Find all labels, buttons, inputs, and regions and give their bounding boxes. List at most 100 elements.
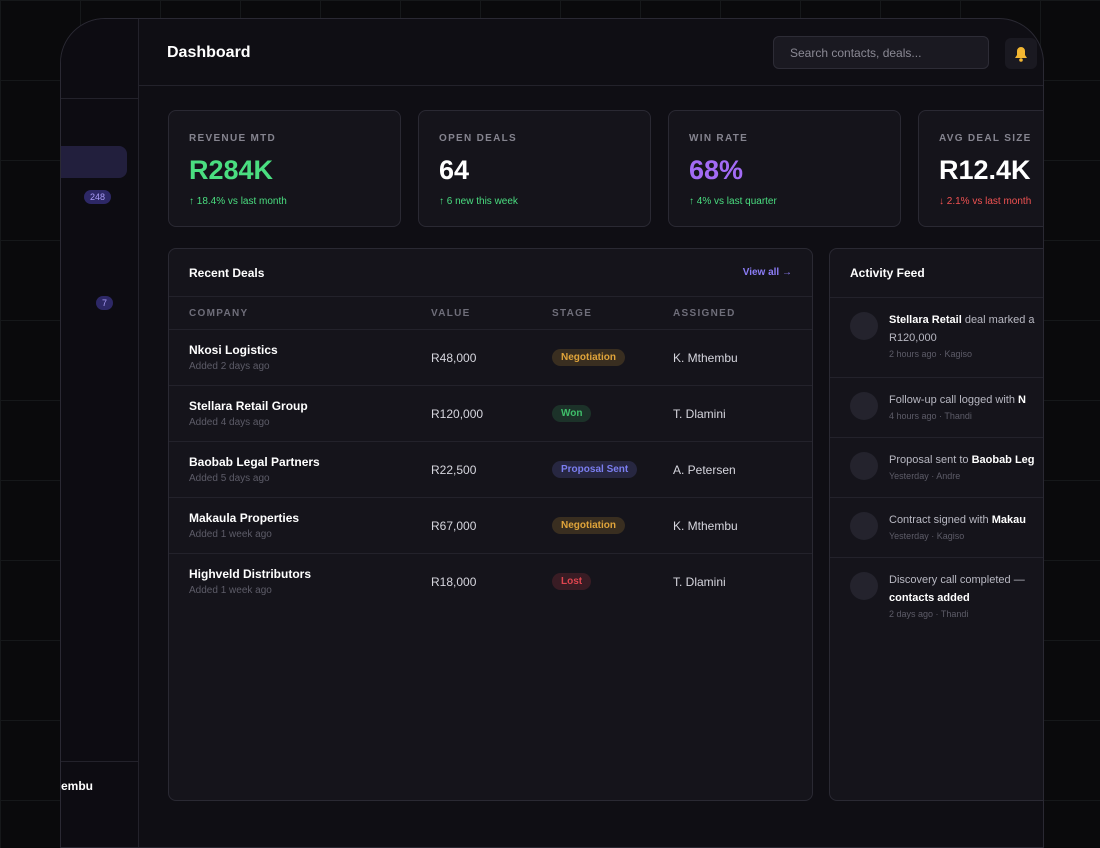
assignee: T. Dlamini (673, 575, 726, 589)
activity-line: Contract signed with Makau (889, 511, 1026, 529)
activity-icon (850, 312, 878, 340)
activity-meta: 2 days ago · Thandi (889, 609, 969, 619)
kpi-value: 68% (689, 155, 744, 185)
divider (61, 98, 139, 99)
activity-line: contacts added (889, 589, 1025, 607)
company-name: Makaula Properties (189, 511, 300, 525)
deal-value: R22,500 (431, 463, 477, 477)
activity-text-part: Stellara Retail (889, 314, 962, 326)
deal-row[interactable]: Baobab Legal Partners Added 5 days ago R22… (169, 441, 812, 497)
bell-icon (1015, 47, 1027, 62)
kpi-delta: ↑ 6 new this week (439, 196, 518, 207)
stage-pill: Lost (552, 573, 592, 590)
top-bar: Dashboard Search contacts, deals... (139, 19, 1043, 86)
activity-meta: Yesterday · Kagiso (889, 531, 965, 541)
activity-text-part: Follow-up call logged with (889, 394, 1019, 406)
kpi-delta: ↑ 18.4% vs last month (189, 196, 287, 207)
added-date: Added 2 days ago (189, 361, 270, 372)
activity-item: Discovery call completed — contacts added… (830, 557, 1043, 637)
kpi-label: REVENUE MTD (189, 133, 277, 144)
activity-line: Discovery call completed — (889, 571, 1025, 589)
activity-item: Contract signed with Makau Yesterday · Ka… (830, 497, 1043, 557)
activity-text-part: Proposal sent to (889, 454, 972, 466)
activity-text-part: Baobab Leg (971, 454, 1035, 466)
added-date: Added 4 days ago (189, 417, 270, 428)
activity-meta: 2 hours ago · Kagiso (889, 349, 973, 359)
sidebar: 248 7 embu (61, 19, 139, 847)
activity-text: Follow-up call logged with N 4 hours ago … (889, 391, 1026, 421)
activity-line: Stellara Retail deal marked a (889, 311, 1035, 329)
kpi-delta: ↑ 4% vs last quarter (689, 196, 777, 207)
kpi-value: 64 (439, 155, 470, 185)
deal-row[interactable]: Stellara Retail Group Added 4 days ago R12… (169, 385, 812, 441)
activity-icon (850, 392, 878, 420)
assignee: T. Dlamini (673, 407, 726, 421)
page-title: Dashboard (167, 44, 251, 61)
stage-pill: Negotiation (552, 517, 625, 534)
activity-line: Proposal sent to Baobab Leg (889, 451, 1035, 469)
search-input[interactable]: Search contacts, deals... (773, 36, 989, 69)
column-header: ASSIGNED (673, 308, 736, 319)
company-name: Nkosi Logistics (189, 343, 278, 357)
recent-deals-panel: Recent Deals View all → COMPANY VALUE STAG… (168, 248, 813, 801)
app-window: 248 7 embu Dashboard Search contacts, de… (60, 18, 1044, 848)
activity-text-part: Makau (991, 514, 1026, 526)
activity-item: Proposal sent to Baobab Leg Yesterday · A… (830, 437, 1043, 497)
kpi-label: WIN RATE (689, 133, 749, 144)
kpi-label: OPEN DEALS (439, 133, 518, 144)
kpi-value: R12.4K (939, 155, 1031, 185)
activity-text-part: contacts added (889, 592, 970, 604)
activity-feed-panel: Activity Feed Stellara Retail deal marke… (829, 248, 1043, 801)
kpi-card: AVG DEAL SIZE R12.4K ↓ 2.1% vs last month (918, 110, 1043, 227)
activity-text: Discovery call completed — contacts added… (889, 571, 1025, 619)
stage-pill: Won (552, 405, 592, 422)
divider (61, 761, 139, 762)
activity-text-part: Contract signed with (889, 514, 992, 526)
deal-value: R67,000 (431, 519, 477, 533)
panel-title: Activity Feed (850, 266, 925, 280)
deal-row[interactable]: Nkosi Logistics Added 2 days ago R48,000 Ne… (169, 329, 812, 385)
kpi-card: REVENUE MTD R284K ↑ 18.4% vs last month (168, 110, 401, 227)
activity-meta: Yesterday · Andre (889, 471, 961, 481)
added-date: Added 1 week ago (189, 585, 272, 596)
added-date: Added 5 days ago (189, 473, 270, 484)
kpi-label: AVG DEAL SIZE (939, 133, 1032, 144)
assignee: K. Mthembu (673, 519, 738, 533)
divider (169, 296, 812, 297)
kpi-delta: ↓ 2.1% vs last month (939, 196, 1032, 207)
deal-row[interactable]: Highveld Distributors Added 1 week ago R18… (169, 553, 812, 609)
activity-line: R120,000 (889, 329, 1035, 347)
company-name: Stellara Retail Group (189, 399, 308, 413)
view-all-link[interactable]: View all → (742, 267, 792, 278)
activity-line: Follow-up call logged with N (889, 391, 1026, 409)
kpi-card: WIN RATE 68% ↑ 4% vs last quarter (668, 110, 901, 227)
deal-value: R48,000 (431, 351, 477, 365)
nav-badge: 248 (84, 190, 112, 204)
activity-item: Stellara Retail deal marked a R120,000 2 h… (830, 297, 1043, 377)
activity-text: Contract signed with Makau Yesterday · Ka… (889, 511, 1026, 541)
added-date: Added 1 week ago (189, 529, 272, 540)
activity-item: Follow-up call logged with N 4 hours ago … (830, 377, 1043, 437)
user-name[interactable]: embu (61, 779, 94, 793)
column-header: VALUE (431, 308, 471, 319)
deal-value: R18,000 (431, 575, 477, 589)
notifications-button[interactable] (1005, 38, 1037, 69)
activity-text: Proposal sent to Baobab Leg Yesterday · A… (889, 451, 1035, 481)
activity-text-part: R120,000 (889, 332, 937, 344)
kpi-value: R284K (189, 155, 274, 185)
activity-icon (850, 452, 878, 480)
kpi-card: OPEN DEALS 64 ↑ 6 new this week (418, 110, 651, 227)
column-header: COMPANY (189, 308, 249, 319)
activity-icon (850, 572, 878, 600)
nav-badge: 7 (96, 296, 114, 310)
activity-text-part: N (1018, 394, 1026, 406)
stage-pill: Negotiation (552, 349, 625, 366)
deal-row[interactable]: Makaula Properties Added 1 week ago R67,00… (169, 497, 812, 553)
company-name: Baobab Legal Partners (189, 455, 320, 469)
assignee: A. Petersen (673, 463, 736, 477)
deal-value: R120,000 (431, 407, 484, 421)
active-nav-item[interactable] (61, 146, 127, 178)
activity-meta: 4 hours ago · Thandi (889, 411, 972, 421)
activity-text-part: Discovery call completed — (889, 574, 1025, 586)
